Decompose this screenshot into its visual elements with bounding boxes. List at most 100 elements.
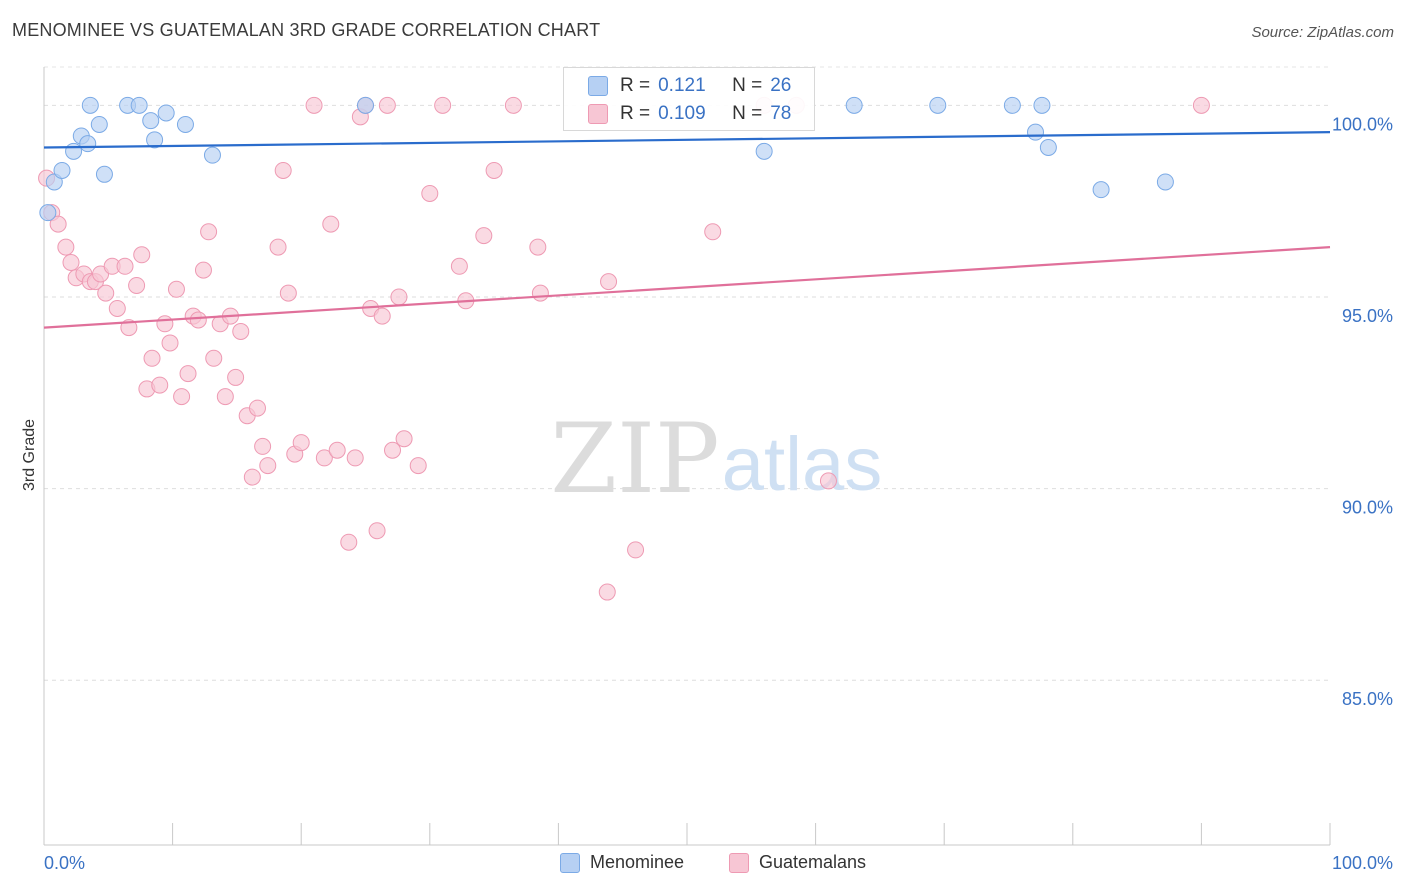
y-axis-label: 3rd Grade bbox=[21, 419, 38, 491]
guatemalans-point bbox=[97, 284, 115, 302]
guatemalans-point bbox=[531, 284, 549, 302]
y-tick-label: 100.0% bbox=[1332, 114, 1393, 134]
menominee-point bbox=[53, 161, 71, 179]
guatemalans-point bbox=[128, 276, 146, 294]
guatemalans-point bbox=[384, 441, 402, 459]
menominee-point bbox=[95, 165, 113, 183]
guatemalans-point bbox=[322, 215, 340, 233]
menominee-point bbox=[357, 96, 374, 114]
guatemalans-point bbox=[143, 349, 161, 367]
n-value: 78 bbox=[770, 103, 792, 124]
guatemalans-point bbox=[598, 583, 616, 601]
menominee-point bbox=[130, 96, 148, 114]
guatemalans-point bbox=[504, 96, 522, 114]
guatemalans-point bbox=[189, 311, 207, 329]
r-label: R = bbox=[620, 75, 651, 96]
guatemalans-point bbox=[292, 434, 310, 452]
legend-label-menominee: Menominee bbox=[590, 852, 685, 872]
guatemalans-point bbox=[340, 533, 358, 551]
watermark-atlas: atlas bbox=[722, 422, 883, 507]
guatemalans-point bbox=[819, 472, 837, 490]
tick-labels: 85.0% 90.0% 95.0% 100.0% 0.0% 100.0% bbox=[44, 114, 1393, 873]
guatemalans-point bbox=[269, 238, 287, 256]
guatemalans-point bbox=[529, 238, 547, 256]
guatemalans-point bbox=[315, 449, 333, 467]
menominee-point bbox=[1033, 96, 1051, 114]
menominee-point bbox=[176, 115, 194, 133]
menominee-trend-line bbox=[43, 131, 1331, 149]
menominee-point bbox=[1156, 173, 1174, 191]
guatemalans-point bbox=[485, 161, 503, 179]
guatemalans-point bbox=[259, 457, 277, 475]
guatemalans-point bbox=[57, 238, 75, 256]
menominee-point bbox=[81, 96, 99, 114]
menominee-point bbox=[929, 96, 947, 114]
guatemalans-point bbox=[305, 96, 323, 114]
r-value: 0.121 bbox=[658, 75, 706, 96]
menominee-point bbox=[65, 142, 83, 160]
trend-lines bbox=[43, 131, 1331, 329]
guatemalans-point bbox=[704, 223, 722, 241]
y-tick-label: 85.0% bbox=[1342, 689, 1393, 709]
legend-label-guatemalans: Guatemalans bbox=[759, 852, 867, 872]
guatemalans-point bbox=[173, 388, 191, 406]
menominee-point bbox=[146, 131, 164, 149]
guatemalans-point bbox=[151, 376, 169, 394]
guatemalans-point bbox=[243, 468, 261, 486]
menominee-point bbox=[845, 96, 863, 114]
legend-item-menominee: Menominee bbox=[560, 852, 684, 873]
guatemalans-point bbox=[475, 227, 493, 245]
menominee-point bbox=[142, 112, 160, 130]
bottom-legend: Menominee Guatemalans bbox=[0, 850, 1406, 880]
menominee-point bbox=[79, 135, 97, 153]
guatemalans-point bbox=[248, 399, 266, 417]
guatemalans-swatch bbox=[588, 104, 608, 124]
menominee-point bbox=[1003, 96, 1021, 114]
guatemalans-point bbox=[1192, 96, 1210, 114]
menominee-point bbox=[203, 146, 221, 164]
menominee-point bbox=[1027, 123, 1045, 141]
r-value: 0.109 bbox=[658, 103, 706, 124]
guatemalans-point bbox=[378, 96, 396, 114]
x-tick-label: 0.0% bbox=[44, 853, 85, 873]
guatemalans-point bbox=[194, 261, 212, 279]
guatemalans-point bbox=[179, 365, 197, 383]
watermark-zip: ZIP bbox=[550, 403, 719, 515]
r-label: R = bbox=[620, 103, 651, 124]
guatemalans-point bbox=[108, 299, 126, 317]
menominee-point bbox=[90, 115, 108, 133]
guatemalans-point bbox=[421, 184, 439, 202]
correlation-row-guatemalans: R = 0.109 N = 78 bbox=[564, 100, 791, 128]
guatemalans-point bbox=[368, 522, 386, 540]
menominee-point bbox=[1092, 181, 1110, 199]
guatemalans-point bbox=[627, 541, 645, 559]
guatemalans-point bbox=[346, 449, 364, 467]
y-tick-label: 95.0% bbox=[1342, 306, 1393, 326]
correlation-row-menominee: R = 0.121 N = 26 bbox=[564, 72, 791, 100]
watermark: ZIP atlas bbox=[550, 403, 882, 515]
guatemalans-point bbox=[390, 288, 408, 306]
guatemalans-point bbox=[279, 284, 297, 302]
guatemalans-point bbox=[450, 257, 468, 275]
menominee-point bbox=[1039, 138, 1057, 156]
guatemalans-point bbox=[62, 253, 80, 271]
guatemalans-point bbox=[328, 441, 346, 459]
guatemalans-point bbox=[373, 307, 391, 325]
guatemalans-point bbox=[133, 246, 151, 264]
guatemalans-point bbox=[205, 349, 223, 367]
menominee-point bbox=[39, 204, 57, 222]
guatemalans-legend-swatch bbox=[729, 852, 749, 873]
chart-title: MENOMINEE VS GUATEMALAN 3RD GRADE CORREL… bbox=[12, 20, 601, 40]
source-label: Source: ZipAtlas.com bbox=[1251, 24, 1394, 41]
correlation-legend: R = 0.121 N = 26 R = 0.109 N = 78 bbox=[563, 67, 815, 131]
guatemalans-point bbox=[254, 437, 272, 455]
guatemalans-point bbox=[216, 388, 234, 406]
legend-item-guatemalans: Guatemalans bbox=[729, 852, 866, 873]
x-tick-label: 100.0% bbox=[1332, 853, 1393, 873]
guatemalans-point bbox=[227, 368, 245, 386]
guatemalans-point bbox=[409, 457, 427, 475]
guatemalans-point bbox=[395, 430, 413, 448]
guatemalans-trend-line bbox=[43, 246, 1331, 329]
menominee-point bbox=[157, 104, 175, 122]
